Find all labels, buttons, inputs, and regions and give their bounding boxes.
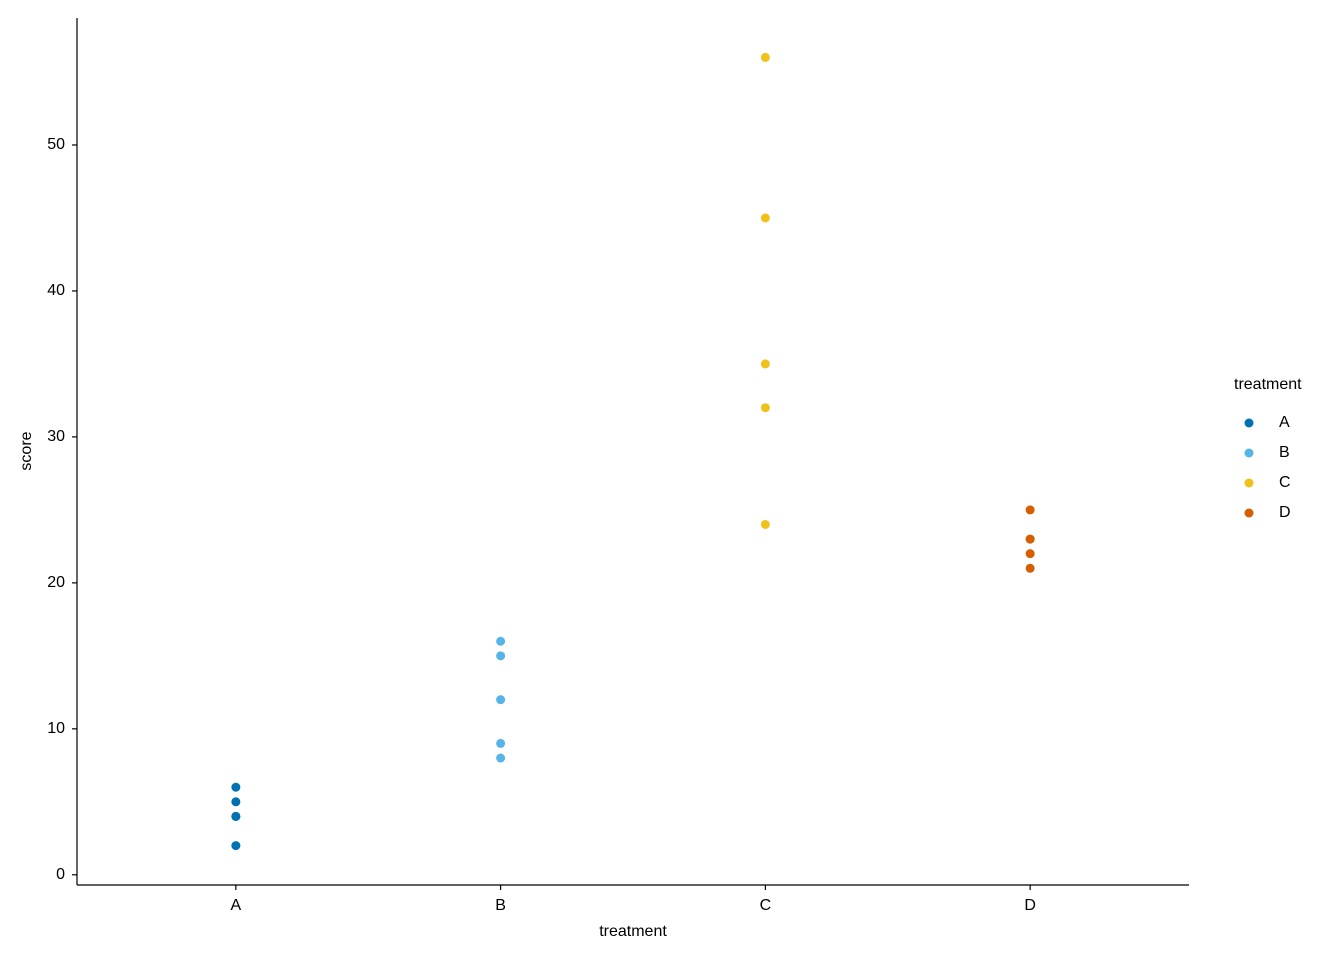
legend-label: C [1279, 474, 1291, 491]
point [231, 841, 241, 851]
x-tick-label: A [231, 897, 242, 914]
point [1025, 563, 1035, 573]
y-tick-label: 20 [47, 574, 65, 591]
y-tick-label: 10 [47, 720, 65, 737]
legend-label: A [1279, 414, 1290, 431]
point [760, 403, 770, 413]
point [760, 52, 770, 62]
point [760, 359, 770, 369]
y-axis-label: score [18, 431, 35, 470]
x-tick-label: D [1024, 897, 1036, 914]
legend-swatch [1244, 418, 1254, 428]
legend-title: treatment [1234, 376, 1302, 393]
point [1025, 534, 1035, 544]
point [1025, 549, 1035, 559]
legend-label: D [1279, 504, 1291, 521]
point [760, 213, 770, 223]
point [1025, 505, 1035, 515]
legend-label: B [1279, 444, 1290, 461]
y-tick-label: 40 [47, 282, 65, 299]
y-tick-label: 30 [47, 428, 65, 445]
x-axis-label: treatment [599, 923, 667, 940]
point [231, 797, 241, 807]
point [231, 811, 241, 821]
point [496, 651, 506, 661]
point [496, 753, 506, 763]
y-tick-label: 0 [56, 866, 65, 883]
x-tick-label: C [760, 897, 772, 914]
point [496, 636, 506, 646]
legend-swatch [1244, 508, 1254, 518]
point [496, 695, 506, 705]
point [231, 782, 241, 792]
x-tick-label: B [495, 897, 506, 914]
legend-swatch [1244, 448, 1254, 458]
y-tick-label: 50 [47, 136, 65, 153]
point [760, 519, 770, 529]
point [496, 738, 506, 748]
legend-swatch [1244, 478, 1254, 488]
